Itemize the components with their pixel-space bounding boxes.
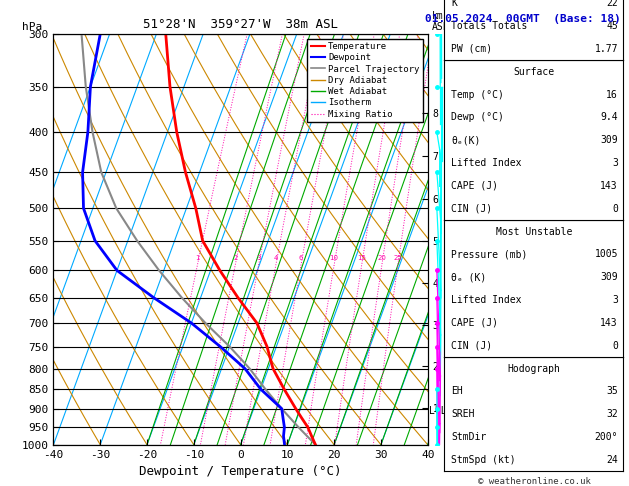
Text: km
ASL: km ASL — [431, 11, 449, 32]
Text: Dewp (°C): Dewp (°C) — [451, 112, 504, 122]
Text: CIN (J): CIN (J) — [451, 341, 493, 351]
Text: 10: 10 — [330, 255, 338, 260]
Text: 9.4: 9.4 — [600, 112, 618, 122]
Text: 45: 45 — [606, 21, 618, 31]
Legend: Temperature, Dewpoint, Parcel Trajectory, Dry Adiabat, Wet Adiabat, Isotherm, Mi: Temperature, Dewpoint, Parcel Trajectory… — [308, 38, 423, 122]
Text: Surface: Surface — [513, 67, 554, 77]
Text: 35: 35 — [606, 386, 618, 397]
Text: kt: kt — [472, 20, 484, 30]
Text: StmSpd (kt): StmSpd (kt) — [451, 455, 516, 465]
Text: 3: 3 — [257, 255, 261, 260]
Text: EH: EH — [451, 386, 463, 397]
X-axis label: Dewpoint / Temperature (°C): Dewpoint / Temperature (°C) — [140, 465, 342, 478]
Text: CIN (J): CIN (J) — [451, 204, 493, 214]
Text: 20: 20 — [377, 255, 386, 260]
Text: 0: 0 — [612, 204, 618, 214]
Text: SREH: SREH — [451, 409, 475, 419]
Text: 22: 22 — [606, 0, 618, 8]
Text: 3: 3 — [612, 295, 618, 305]
Text: 0: 0 — [612, 341, 618, 351]
Text: Temp (°C): Temp (°C) — [451, 89, 504, 100]
Text: CAPE (J): CAPE (J) — [451, 318, 498, 328]
Text: 6: 6 — [299, 255, 303, 260]
Text: 25: 25 — [394, 255, 403, 260]
Text: Most Unstable: Most Unstable — [496, 226, 572, 237]
Text: 01.05.2024  00GMT  (Base: 18): 01.05.2024 00GMT (Base: 18) — [425, 14, 621, 24]
Text: 24: 24 — [606, 455, 618, 465]
Text: © weatheronline.co.uk: © weatheronline.co.uk — [477, 477, 591, 486]
Text: 309: 309 — [600, 272, 618, 282]
Text: Hodograph: Hodograph — [507, 364, 560, 374]
Text: 1.77: 1.77 — [594, 44, 618, 54]
Text: hPa: hPa — [21, 22, 42, 32]
Text: 143: 143 — [600, 318, 618, 328]
Text: Lifted Index: Lifted Index — [451, 295, 521, 305]
Text: 2: 2 — [233, 255, 238, 260]
Text: PW (cm): PW (cm) — [451, 44, 493, 54]
Text: 4: 4 — [274, 255, 278, 260]
Text: Pressure (mb): Pressure (mb) — [451, 249, 528, 260]
Text: θₑ (K): θₑ (K) — [451, 272, 486, 282]
Text: 309: 309 — [600, 135, 618, 145]
Title: 51°28'N  359°27'W  38m ASL: 51°28'N 359°27'W 38m ASL — [143, 18, 338, 32]
Text: StmDir: StmDir — [451, 432, 486, 442]
Text: 15: 15 — [357, 255, 366, 260]
Text: 16: 16 — [606, 89, 618, 100]
Text: LCL: LCL — [429, 406, 447, 416]
Text: 1005: 1005 — [594, 249, 618, 260]
Text: CAPE (J): CAPE (J) — [451, 181, 498, 191]
Text: 1: 1 — [195, 255, 200, 260]
Text: θₑ(K): θₑ(K) — [451, 135, 481, 145]
Text: Totals Totals: Totals Totals — [451, 21, 528, 31]
Text: 200°: 200° — [594, 432, 618, 442]
Text: 143: 143 — [600, 181, 618, 191]
Text: 3: 3 — [612, 158, 618, 168]
Text: Mixing Ratio (g/kg): Mixing Ratio (g/kg) — [467, 184, 477, 295]
Text: K: K — [451, 0, 457, 8]
Text: Lifted Index: Lifted Index — [451, 158, 521, 168]
Text: 32: 32 — [606, 409, 618, 419]
